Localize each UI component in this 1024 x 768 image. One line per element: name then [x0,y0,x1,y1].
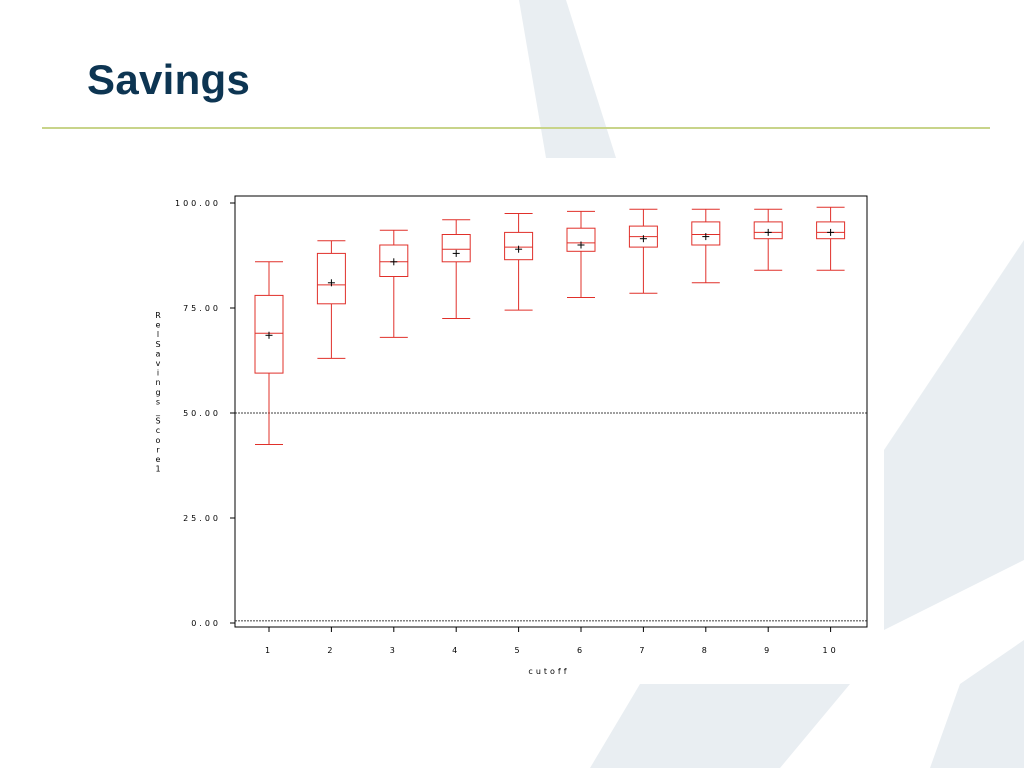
reference-lines [235,412,867,622]
x-tick-label-8: 8 [702,646,710,655]
x-tick-label-6: 6 [577,646,585,655]
y-axis-ticks: 0.00 25.00 50.00 75.00 100.00 [175,199,235,628]
bg-shape-bottom [590,684,850,768]
box-cutoff-2 [316,240,346,359]
y-tick-label-2: 50.00 [183,409,221,418]
iqr-box [441,234,471,263]
x-tick-label-2: 2 [327,646,335,655]
x-tick-label-1: 1 [265,646,273,655]
x-tick-label-3: 3 [390,646,398,655]
iqr-box [254,294,284,374]
box-series [254,206,846,445]
box-cutoff-6 [566,210,596,298]
y-axis-label-char: r [156,445,160,454]
x-axis-label: cutoff [528,667,569,676]
bg-shape-bottom-right [930,640,1024,768]
y-axis-label-char: S [155,417,160,426]
box-cutoff-7 [628,208,658,294]
box-cutoff-8 [691,208,721,284]
y-axis-label-char: _ [155,407,161,416]
y-tick-label-0: 0.00 [191,619,221,628]
title-divider [42,127,990,129]
bg-shape-top [519,0,616,158]
y-tick-label-1: 25.00 [183,514,221,523]
y-axis-label-char: l [157,330,159,339]
x-tick-label-10: 10 [823,646,839,655]
y-axis-label-char: R [155,311,161,320]
y-tick-label-4: 100.00 [175,199,221,208]
box-cutoff-5 [504,213,534,311]
y-axis-label-char: e [156,455,161,464]
y-axis-label-char: c [156,426,160,435]
y-axis-label-char: 1 [155,465,160,474]
x-tick-label-7: 7 [639,646,647,655]
iqr-box [504,231,534,261]
y-axis-label-char: i [157,369,159,378]
x-tick-label-4: 4 [452,646,460,655]
y-axis-label-char: v [156,359,161,368]
x-tick-label-5: 5 [515,646,523,655]
box-cutoff-3 [379,229,409,338]
box-cutoff-10 [816,206,846,271]
x-axis-ticks: 1 2 3 4 5 6 7 8 9 10 [265,627,839,655]
box-cutoff-9 [753,208,783,271]
y-axis-label-char: e [156,321,161,330]
iqr-box [316,252,346,305]
box-cutoff-4 [441,219,471,319]
y-axis-label-char: n [155,378,160,387]
y-axis-label-char: a [156,349,161,358]
bg-shape-right [884,240,1024,630]
y-axis-label-char: S [155,340,160,349]
y-axis-label-char: o [156,436,161,445]
y-axis-label-char: g [155,388,160,397]
plot-frame [234,195,868,628]
x-tick-label-9: 9 [764,646,772,655]
slide-title: Savings [87,56,251,103]
y-tick-label-3: 75.00 [183,304,221,313]
box-cutoff-1 [254,261,284,445]
y-axis-label-char: s [156,397,160,406]
